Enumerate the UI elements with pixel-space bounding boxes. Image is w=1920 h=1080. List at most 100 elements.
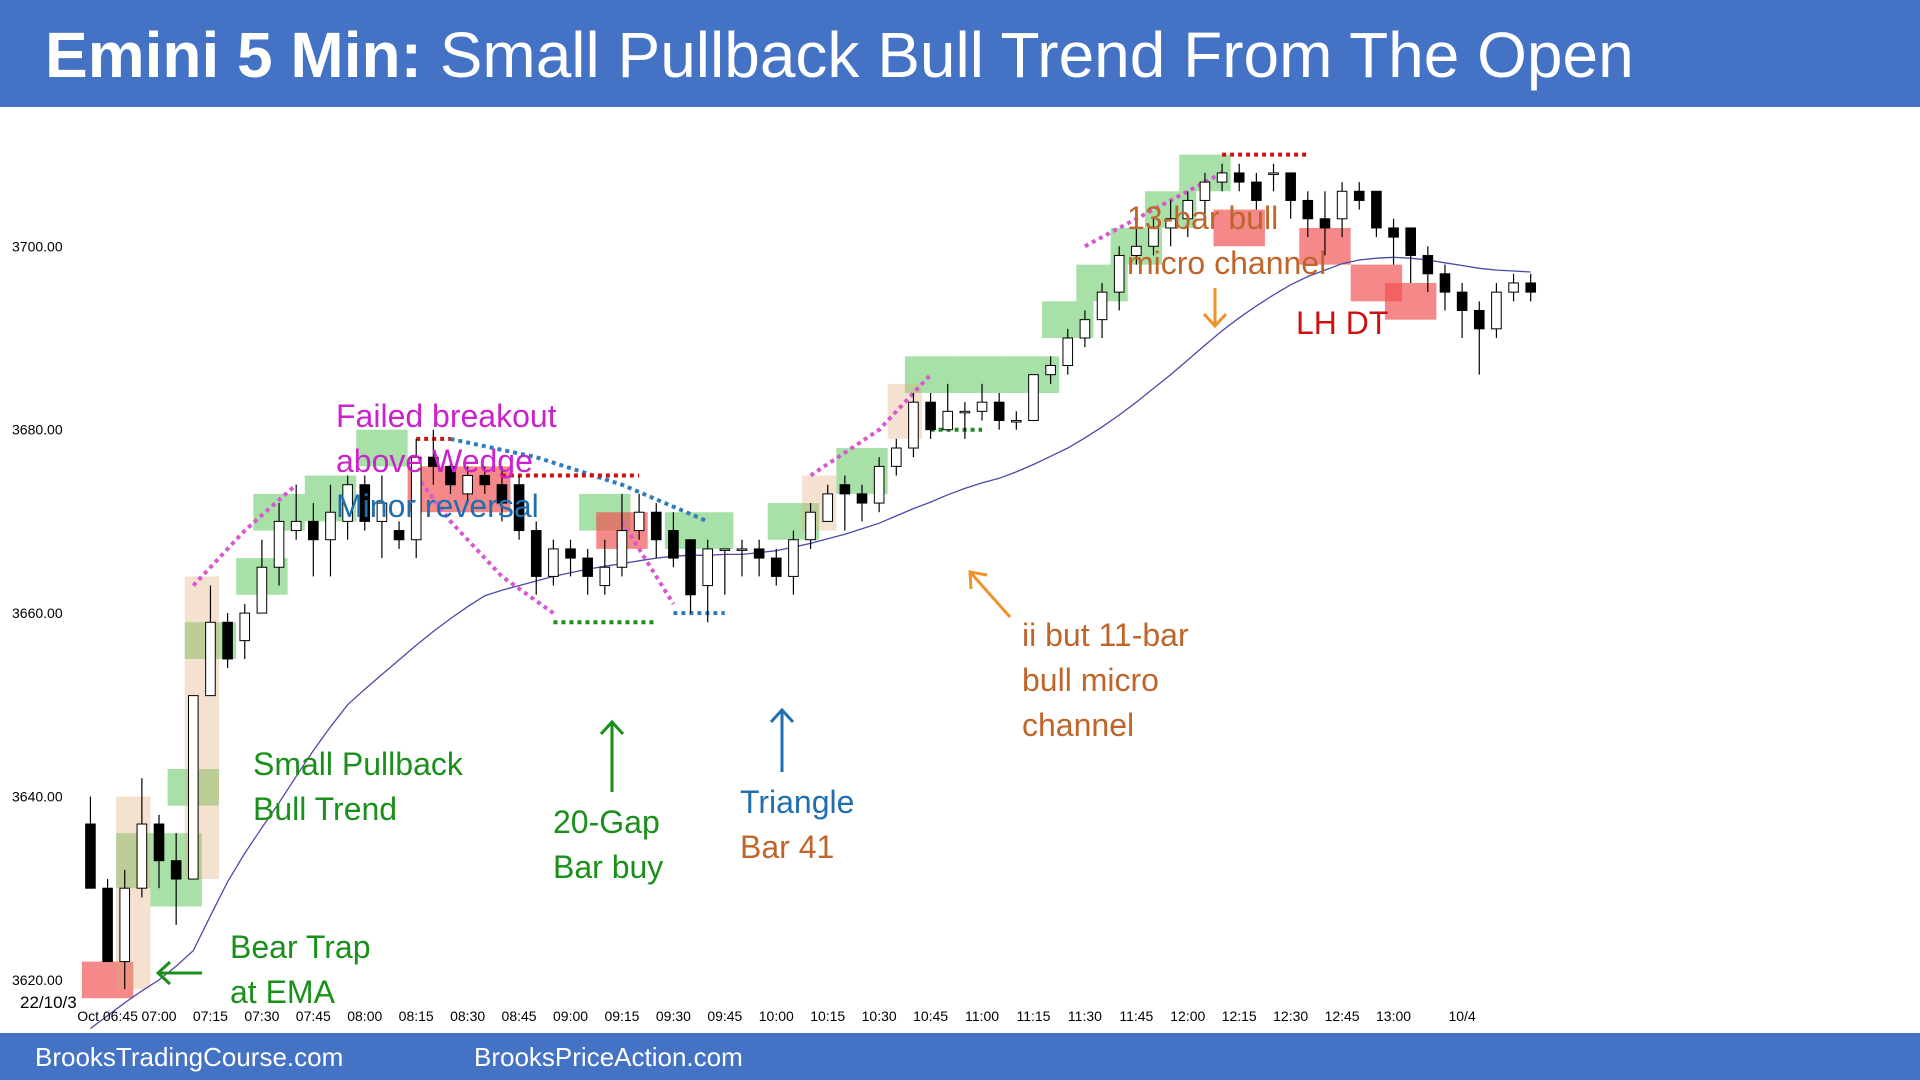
price-bar <box>1388 218 1399 265</box>
bear-bar-body <box>1302 199 1314 220</box>
bear-bar-body <box>513 484 525 532</box>
price-bar <box>650 503 662 559</box>
footer-link-trading-course[interactable]: BrooksTradingCourse.com <box>35 1042 344 1072</box>
bear-bar-body <box>1473 309 1485 330</box>
bear-bar-body <box>685 539 696 596</box>
price-bar <box>359 475 371 531</box>
chart-title-bold: Emini 5 Min: <box>45 19 422 91</box>
bull-bar-body <box>376 502 388 522</box>
bear-bar-body <box>428 456 439 467</box>
price-bar <box>719 548 731 595</box>
dotted-line <box>191 483 298 587</box>
price-bar <box>736 539 748 577</box>
x-tick-label: 11:15 <box>1016 1008 1050 1024</box>
x-tick-label: 12:15 <box>1222 1008 1257 1024</box>
footer-link-price-action[interactable]: BrooksPriceAction.com <box>474 1042 743 1072</box>
x-tick-label: 07:15 <box>193 1008 228 1024</box>
bull-bar-body <box>702 548 713 587</box>
price-bar <box>942 383 954 431</box>
price-bar <box>1302 191 1314 238</box>
bull-bar-body <box>1131 245 1142 256</box>
bull-bar-body <box>959 410 971 414</box>
x-tick-label: Oct 06:45 <box>77 1008 138 1024</box>
bull-bar-body <box>325 511 336 541</box>
price-bar <box>188 695 199 880</box>
price-bar <box>308 503 319 577</box>
bear-bar-body <box>170 860 182 880</box>
price-bar <box>565 539 576 577</box>
bear-bar-body <box>308 520 319 541</box>
bull-bar-body <box>1045 365 1056 376</box>
bull-bar-body <box>1062 337 1074 366</box>
bear-bar-body <box>770 557 782 577</box>
highlight-bear <box>1213 209 1265 247</box>
price-bar <box>856 484 868 522</box>
bear-bar-body <box>856 493 868 504</box>
price-bar <box>410 438 422 559</box>
bull-bar-body <box>1165 218 1176 229</box>
bull-bar-body <box>1028 374 1039 422</box>
bull-bar-body <box>805 511 816 541</box>
bull-bar-body <box>188 695 199 880</box>
bull-bar-body <box>119 887 131 963</box>
bull-bar-body <box>410 456 422 541</box>
x-tick-label: 12:45 <box>1325 1008 1360 1024</box>
price-bar <box>85 796 96 889</box>
price-bar <box>119 869 131 990</box>
x-tick-label: 12:00 <box>1170 1008 1205 1024</box>
x-tick-label: 11:30 <box>1068 1008 1102 1024</box>
bull-bar-body <box>616 530 628 568</box>
bear-bar-body <box>1439 273 1451 293</box>
price-bar <box>376 475 388 559</box>
x-tick-label: 07:30 <box>244 1008 279 1024</box>
price-bar <box>1473 301 1485 375</box>
bull-bar-body <box>908 401 919 449</box>
bull-bar-body <box>1336 190 1348 220</box>
bear-bar-body <box>530 530 542 577</box>
price-bar <box>1062 328 1074 375</box>
price-bar <box>1336 182 1348 238</box>
bull-bar-body <box>822 493 834 522</box>
chart-title: Emini 5 Min: Small Pullback Bull Trend F… <box>45 18 1634 92</box>
price-bar <box>770 548 782 586</box>
date-label: 22/10/3 <box>20 993 77 1012</box>
bull-bar-body <box>239 612 251 642</box>
bear-bar-body <box>393 530 405 541</box>
bear-bar-body <box>1525 282 1537 293</box>
y-axis: 3620.00 3640.00 3660.00 3680.00 3700.00 <box>12 238 63 988</box>
bull-bar-body <box>1148 227 1159 247</box>
bull-bar-body <box>205 621 216 697</box>
bull-bar-body <box>719 548 731 551</box>
bull-bar-body <box>290 520 302 532</box>
bull-bar-body <box>1508 282 1519 293</box>
price-bar <box>1405 227 1416 283</box>
bear-bar-body <box>102 887 113 963</box>
price-bar <box>428 429 439 485</box>
y-tick-label: 3640.00 <box>12 789 63 805</box>
bear-bar-body <box>1388 227 1399 238</box>
bull-bar-body <box>1113 254 1125 293</box>
bull-bar-body <box>1079 319 1091 339</box>
dotted-line <box>450 436 709 524</box>
bull-bar-body <box>1199 181 1211 201</box>
price-bar <box>325 484 336 577</box>
price-bar <box>1096 282 1108 338</box>
price-bar <box>1422 246 1434 293</box>
candlestick-chart: 3620.00 3640.00 3660.00 3680.00 3700.00 Oct … <box>12 152 1537 1030</box>
price-bar <box>925 393 936 439</box>
bull-bar-body <box>599 566 611 587</box>
price-bar <box>1319 191 1331 256</box>
x-tick-label: 10:00 <box>759 1008 794 1024</box>
title-banner: Emini 5 Min: Small Pullback Bull Trend F… <box>0 0 1920 107</box>
footer-banner: BrooksTradingCourse.com BrooksPriceActio… <box>0 1033 1920 1080</box>
bear-bar-body <box>1251 181 1262 201</box>
price-bar <box>1268 163 1279 192</box>
x-tick-label: 12:30 <box>1273 1008 1308 1024</box>
bull-bar-body <box>342 484 353 522</box>
y-tick-label: 3660.00 <box>12 605 63 621</box>
price-bar <box>342 475 353 540</box>
annotation-small-pullback: Small Pullback Bull Trend <box>253 746 472 827</box>
arrow-micro-channel <box>1202 288 1228 329</box>
price-bar <box>205 585 216 697</box>
bear-bar-body <box>1422 254 1434 275</box>
